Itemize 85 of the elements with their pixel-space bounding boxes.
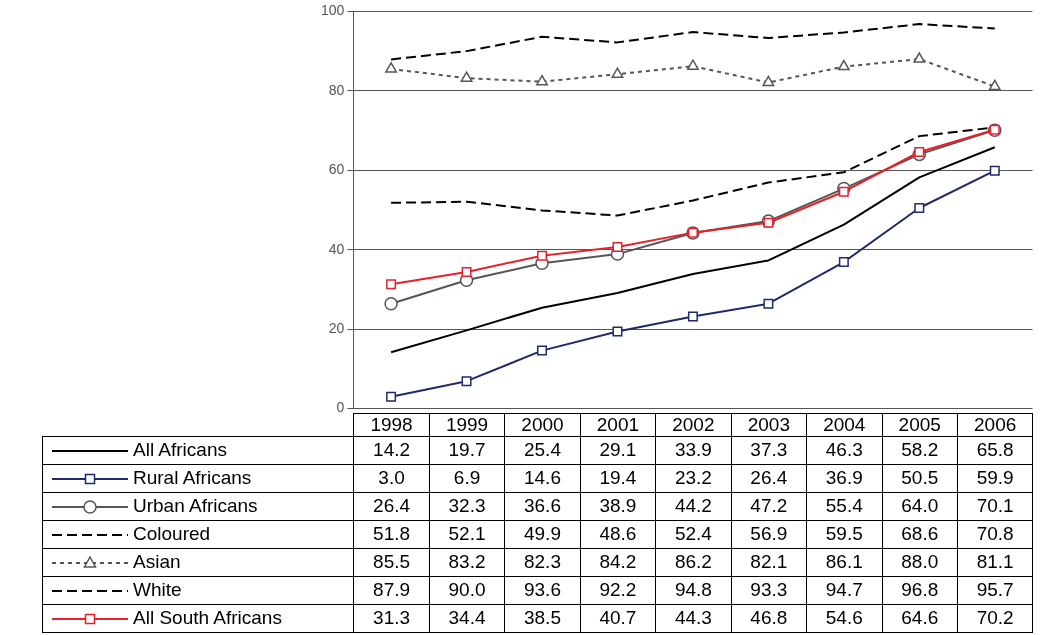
data-label: 87.9	[353, 576, 430, 605]
data-label: 55.4	[806, 492, 883, 521]
data-label: 86.1	[806, 548, 883, 577]
y-tick-label: 0	[336, 399, 345, 416]
x-tick-label: 2005	[882, 413, 958, 437]
y-tick-label: 20	[328, 320, 345, 337]
data-label: 38.9	[580, 492, 656, 521]
y-tick-label: 60	[328, 161, 345, 178]
legend-label: Coloured	[133, 523, 211, 545]
legend-label: All South Africans	[133, 607, 282, 629]
y-tick-label: 100	[321, 2, 345, 19]
data-label: 23.2	[655, 464, 732, 493]
data-label: 95.7	[957, 576, 1033, 605]
data-label: 26.4	[353, 492, 430, 521]
data-label: 48.6	[580, 520, 656, 549]
x-tick-label: 2006	[957, 413, 1033, 437]
x-tick-label: 2002	[655, 413, 732, 437]
data-label: 3.0	[353, 464, 430, 493]
data-label: 33.9	[655, 436, 732, 465]
x-tick-label: 1999	[429, 413, 505, 437]
data-label: 36.9	[806, 464, 883, 493]
data-label: 70.8	[957, 520, 1033, 549]
data-label: 64.6	[882, 604, 958, 633]
data-label: 46.8	[731, 604, 807, 633]
data-label: 83.2	[429, 548, 505, 577]
data-label: 26.4	[731, 464, 807, 493]
data-label: 58.2	[882, 436, 958, 465]
data-label: 32.3	[429, 492, 505, 521]
data-label: 54.6	[806, 604, 883, 633]
data-label: 44.3	[655, 604, 732, 633]
legend-label: White	[133, 579, 182, 601]
data-label: 44.2	[655, 492, 732, 521]
data-label: 46.3	[806, 436, 883, 465]
data-label: 96.8	[882, 576, 958, 605]
data-label: 70.2	[957, 604, 1033, 633]
data-label: 88.0	[882, 548, 958, 577]
legend-label: Rural Africans	[133, 467, 252, 489]
x-tick-label: 2003	[731, 413, 807, 437]
data-label: 94.8	[655, 576, 732, 605]
data-label: 94.7	[806, 576, 883, 605]
data-label: 40.7	[580, 604, 656, 633]
data-label: 90.0	[429, 576, 505, 605]
data-label: 59.5	[806, 520, 883, 549]
data-label: 64.0	[882, 492, 958, 521]
data-label: 81.1	[957, 548, 1033, 577]
data-label: 31.3	[353, 604, 430, 633]
x-tick-label: 2000	[504, 413, 581, 437]
data-label: 34.4	[429, 604, 505, 633]
data-label: 49.9	[504, 520, 581, 549]
data-label: 51.8	[353, 520, 430, 549]
data-label: 14.2	[353, 436, 430, 465]
data-label: 65.8	[957, 436, 1033, 465]
data-label: 52.1	[429, 520, 505, 549]
data-label: 84.2	[580, 548, 656, 577]
x-tick-label: 2004	[806, 413, 883, 437]
data-label: 19.7	[429, 436, 505, 465]
data-label: 85.5	[353, 548, 430, 577]
data-label: 6.9	[429, 464, 505, 493]
data-label: 36.6	[504, 492, 581, 521]
data-label: 56.9	[731, 520, 807, 549]
data-label: 47.2	[731, 492, 807, 521]
data-label: 68.6	[882, 520, 958, 549]
legend-label: All Africans	[133, 439, 227, 461]
data-label: 93.3	[731, 576, 807, 605]
data-label: 29.1	[580, 436, 656, 465]
data-label: 25.4	[504, 436, 581, 465]
data-label: 92.2	[580, 576, 656, 605]
data-label: 50.5	[882, 464, 958, 493]
data-label: 82.3	[504, 548, 581, 577]
data-label: 19.4	[580, 464, 656, 493]
x-tick-label: 2001	[580, 413, 656, 437]
data-label: 86.2	[655, 548, 732, 577]
y-tick-label: 40	[328, 240, 345, 257]
data-label: 70.1	[957, 492, 1033, 521]
legend-label: Asian	[133, 551, 181, 573]
data-label: 38.5	[504, 604, 581, 633]
data-label: 93.6	[504, 576, 581, 605]
x-tick-label: 1998	[353, 413, 430, 437]
data-label: 59.9	[957, 464, 1033, 493]
y-tick-label: 80	[328, 81, 345, 98]
data-label: 14.6	[504, 464, 581, 493]
legend-label: Urban Africans	[133, 495, 258, 517]
data-label: 37.3	[731, 436, 807, 465]
data-label: 52.4	[655, 520, 732, 549]
data-label: 82.1	[731, 548, 807, 577]
